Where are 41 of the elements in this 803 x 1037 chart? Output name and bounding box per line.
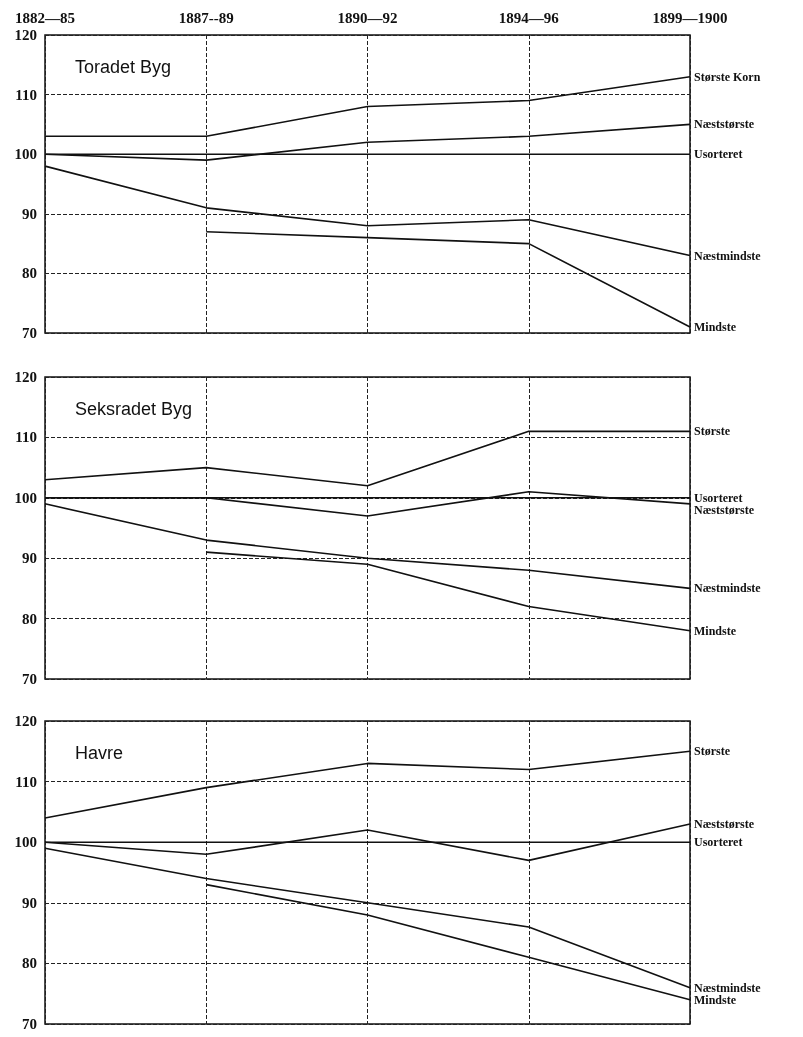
y-tick-label: 100 xyxy=(14,489,37,506)
y-tick-label: 90 xyxy=(22,205,37,222)
x-tick-label: 1890—92 xyxy=(337,9,398,26)
y-tick-label: 100 xyxy=(14,834,37,851)
text: Havre xyxy=(75,743,124,763)
series-label: Usorteret xyxy=(694,835,743,850)
y-tick-label: 80 xyxy=(22,265,37,282)
y-tick-label: 100 xyxy=(14,146,37,163)
series-label: Mindste xyxy=(694,992,737,1007)
y-tick-label: 120 xyxy=(14,27,37,43)
y-tick-label: 70 xyxy=(22,671,37,687)
y-tick-label: 110 xyxy=(15,429,37,446)
series-label: Næststørste xyxy=(694,817,755,832)
y-tick-label: 90 xyxy=(22,550,37,567)
x-tick-label: 1894—96 xyxy=(498,9,560,26)
y-tick-label: 80 xyxy=(22,610,37,627)
series-label: Største xyxy=(694,424,731,439)
series-label: Største Korn xyxy=(694,69,761,84)
series-label: Største xyxy=(694,744,731,759)
series-label: Usorteret xyxy=(694,490,743,505)
y-tick-label: 110 xyxy=(15,86,37,103)
y-tick-label: 90 xyxy=(22,894,37,911)
series-label: Mindste xyxy=(694,623,737,638)
series-label: Næstmindste xyxy=(694,581,762,596)
series-label: Næststørste xyxy=(694,117,755,132)
text: Toradet Byg xyxy=(75,57,172,77)
series-label: Næstmindste xyxy=(694,248,762,263)
series-label: Mindste xyxy=(694,320,737,335)
y-tick-label: 70 xyxy=(22,325,37,341)
text: Seksradet Byg xyxy=(75,399,193,419)
series-label: Usorteret xyxy=(694,147,743,162)
y-tick-label: 80 xyxy=(22,955,37,972)
series-label: Næststørste xyxy=(694,502,755,517)
y-tick-label: 70 xyxy=(22,1016,37,1032)
series-label: Næstmindste xyxy=(694,980,762,995)
y-tick-label: 120 xyxy=(14,369,37,385)
x-tick-label: 1899—1900 xyxy=(652,9,728,26)
y-tick-label: 120 xyxy=(14,713,37,729)
x-tick-label: 1887--89 xyxy=(178,9,234,26)
x-tick-label: 1882—85 xyxy=(15,9,75,26)
y-tick-label: 110 xyxy=(15,773,37,790)
